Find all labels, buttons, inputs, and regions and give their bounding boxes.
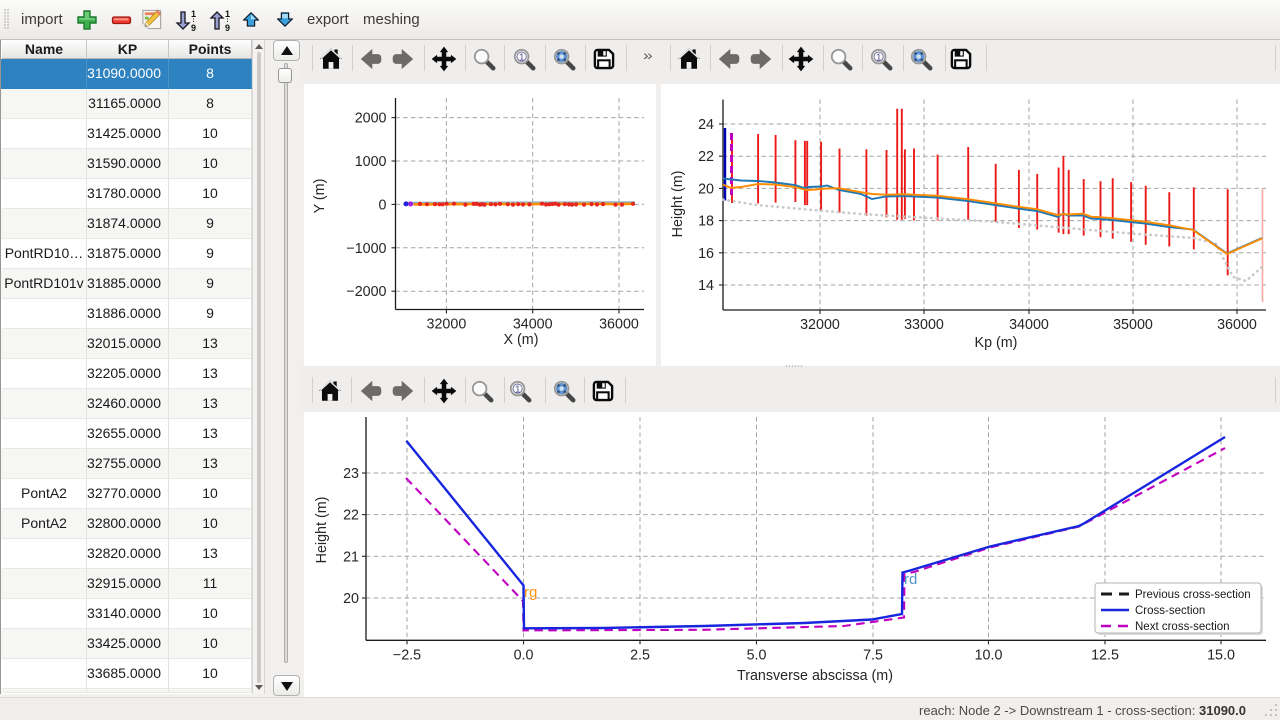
svg-text:Next cross-section: Next cross-section <box>1135 621 1230 633</box>
svg-text:2.5: 2.5 <box>630 647 650 663</box>
svg-text:1: 1 <box>191 9 196 19</box>
svg-text:5.0: 5.0 <box>747 647 767 663</box>
svg-text:24: 24 <box>698 117 714 133</box>
svg-text:−2000: −2000 <box>346 284 386 300</box>
svg-text:rd: rd <box>904 571 917 588</box>
svg-text:rg: rg <box>524 584 537 601</box>
svg-text:Cross-section: Cross-section <box>1135 605 1205 617</box>
svg-text:36000: 36000 <box>599 317 639 333</box>
svg-text:0.0: 0.0 <box>514 647 534 663</box>
svg-text:16: 16 <box>698 246 714 262</box>
svg-text:23: 23 <box>343 466 359 482</box>
svg-text:20: 20 <box>698 181 714 197</box>
svg-text:Previous cross-section: Previous cross-section <box>1135 589 1251 601</box>
svg-text:34000: 34000 <box>513 317 553 333</box>
svg-text:7.5: 7.5 <box>863 647 883 663</box>
svg-text:9: 9 <box>225 23 230 33</box>
svg-text:−2.5: −2.5 <box>393 647 421 663</box>
svg-text:10.0: 10.0 <box>975 647 1003 663</box>
svg-text:12.5: 12.5 <box>1091 647 1119 663</box>
svg-text:36000: 36000 <box>1217 317 1257 333</box>
svg-text:0: 0 <box>379 197 387 213</box>
svg-text:9: 9 <box>191 23 196 33</box>
svg-text:22: 22 <box>343 508 359 524</box>
svg-text:Height (m): Height (m) <box>314 497 330 564</box>
svg-text:33000: 33000 <box>904 317 944 333</box>
svg-text:18: 18 <box>698 214 714 230</box>
svg-text:−1000: −1000 <box>346 241 386 257</box>
svg-text:1: 1 <box>225 9 230 19</box>
svg-text:34000: 34000 <box>1009 317 1049 333</box>
svg-text:Kp (m): Kp (m) <box>975 335 1018 351</box>
svg-text:15.0: 15.0 <box>1207 647 1235 663</box>
svg-text:Y (m): Y (m) <box>312 179 328 214</box>
svg-text:2000: 2000 <box>355 111 387 127</box>
svg-text:Transverse abscissa (m): Transverse abscissa (m) <box>737 668 893 684</box>
svg-text:X (m): X (m) <box>504 332 539 348</box>
svg-text:32000: 32000 <box>800 317 840 333</box>
svg-text:Height (m): Height (m) <box>670 171 686 238</box>
svg-text:1000: 1000 <box>355 154 387 170</box>
svg-text:22: 22 <box>698 149 714 165</box>
svg-text:20: 20 <box>343 591 359 607</box>
svg-text:21: 21 <box>343 549 359 565</box>
svg-text:32000: 32000 <box>427 317 467 333</box>
svg-text:35000: 35000 <box>1113 317 1153 333</box>
svg-text:14: 14 <box>698 278 714 294</box>
